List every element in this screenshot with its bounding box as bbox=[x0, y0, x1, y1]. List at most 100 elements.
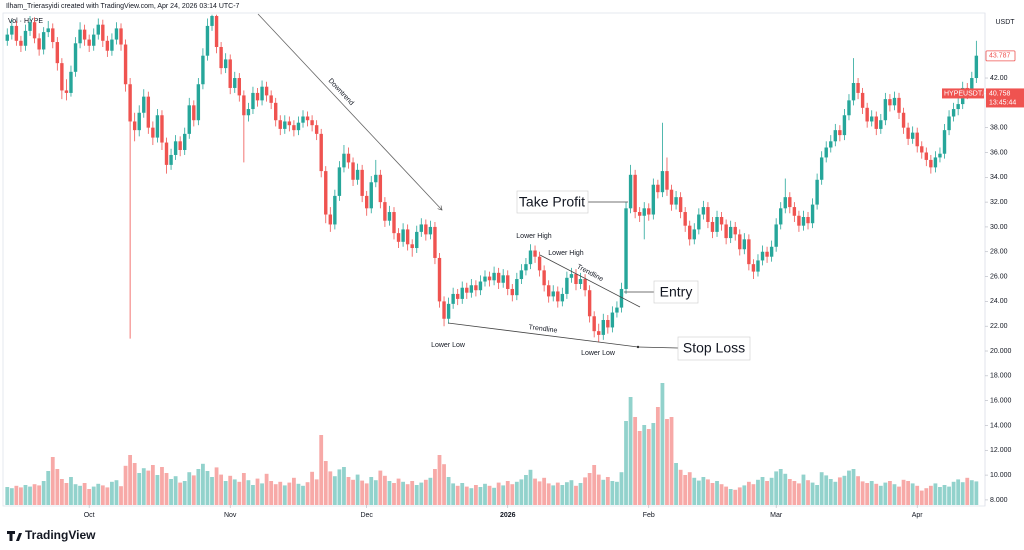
candle-body bbox=[73, 43, 78, 72]
volume-bar bbox=[105, 487, 110, 505]
volume-bar bbox=[414, 485, 419, 505]
volume-bar bbox=[619, 472, 624, 505]
annotation: Entry bbox=[660, 284, 693, 300]
y-tick-label: 12.000 bbox=[990, 447, 1012, 454]
volume-bar bbox=[191, 475, 196, 505]
volume-bar bbox=[305, 482, 310, 505]
volume-bar bbox=[119, 486, 123, 505]
candle-body bbox=[324, 171, 328, 215]
candle-body bbox=[337, 167, 342, 196]
candle-body bbox=[442, 301, 446, 319]
volume-bar bbox=[542, 477, 547, 505]
candle-body bbox=[660, 171, 665, 193]
volume-bar bbox=[196, 469, 201, 505]
candle-body bbox=[483, 276, 487, 282]
candle-body bbox=[51, 28, 55, 43]
candle-body bbox=[374, 174, 378, 183]
candle-body bbox=[123, 44, 128, 85]
candle-body bbox=[128, 84, 132, 122]
volume-bar bbox=[396, 478, 401, 505]
candle-body bbox=[69, 71, 73, 93]
volume-bar bbox=[769, 477, 774, 505]
annotation: Lower Low bbox=[431, 342, 466, 349]
candle-body bbox=[173, 141, 178, 155]
volume-bar bbox=[728, 489, 733, 505]
y-tick-label: 34.00 bbox=[990, 174, 1008, 181]
candle-body bbox=[865, 107, 869, 122]
candle-body bbox=[756, 260, 760, 272]
x-tick-label: Apr bbox=[912, 512, 924, 519]
candle-body bbox=[597, 331, 601, 335]
candle-body bbox=[451, 293, 455, 304]
volume-bar bbox=[610, 481, 615, 505]
brand: TradingView bbox=[25, 528, 96, 542]
volume-bar bbox=[778, 469, 783, 505]
candle-body bbox=[264, 86, 269, 96]
symbol-label: HYPEUSDT.P bbox=[944, 90, 988, 97]
candle-body bbox=[269, 95, 273, 103]
candle-body bbox=[956, 104, 960, 110]
volume-bar bbox=[674, 463, 678, 505]
volume-bar bbox=[960, 482, 965, 505]
volume-bar bbox=[460, 483, 465, 505]
candle-body bbox=[819, 157, 824, 180]
callout-dot bbox=[636, 345, 640, 349]
volume-bar bbox=[355, 474, 360, 505]
volume-bar bbox=[669, 417, 674, 505]
volume-bar bbox=[410, 481, 415, 505]
candle-body bbox=[574, 274, 578, 285]
volume-bar bbox=[310, 471, 315, 505]
volume-bar bbox=[878, 485, 883, 505]
candle-body bbox=[779, 208, 783, 225]
candle-body bbox=[897, 97, 901, 113]
candle-body bbox=[929, 159, 933, 168]
candle-body bbox=[637, 212, 642, 216]
last-price: 40.758 bbox=[989, 90, 1011, 97]
volume-bar bbox=[219, 474, 224, 505]
volume-bar bbox=[9, 488, 14, 505]
candle-body bbox=[260, 86, 264, 101]
volume-bar bbox=[651, 423, 656, 505]
candle-body bbox=[537, 256, 542, 271]
candle-body bbox=[169, 154, 173, 165]
candle-body bbox=[32, 22, 37, 39]
volume-bar bbox=[483, 483, 487, 505]
candle-body bbox=[551, 291, 555, 297]
x-tick-label: Dec bbox=[360, 512, 373, 519]
volume-bar bbox=[473, 485, 478, 505]
volume-bar bbox=[560, 485, 565, 505]
callout-line bbox=[637, 346, 679, 349]
candle-body bbox=[783, 197, 787, 209]
candle-body bbox=[378, 174, 383, 203]
candle-body bbox=[142, 96, 146, 113]
candle-body bbox=[223, 59, 228, 69]
candle-body bbox=[533, 250, 537, 257]
volume-bar bbox=[928, 485, 933, 505]
candle-body bbox=[492, 272, 496, 281]
candle-body bbox=[906, 127, 910, 139]
price-marker: 43.787 bbox=[989, 53, 1011, 60]
volume-bar bbox=[405, 484, 410, 505]
symbol-box bbox=[942, 88, 984, 99]
candle-body bbox=[419, 224, 423, 232]
candle-body bbox=[251, 92, 255, 110]
candle-body bbox=[23, 30, 28, 46]
candle-body bbox=[688, 225, 692, 240]
volume-bar bbox=[205, 471, 210, 505]
volume-bar bbox=[442, 464, 446, 505]
volume-bar bbox=[510, 484, 515, 505]
candle-body bbox=[278, 120, 282, 129]
volume-bar bbox=[706, 479, 710, 505]
last-price-box bbox=[986, 88, 1024, 108]
candle-body bbox=[105, 40, 110, 51]
candle-body bbox=[41, 32, 46, 50]
currency: USDT bbox=[995, 19, 1015, 26]
volume-bar bbox=[78, 485, 82, 505]
volume-bar bbox=[496, 482, 501, 505]
candle-body bbox=[410, 244, 414, 249]
volume-bar bbox=[624, 421, 628, 505]
volume-bar bbox=[874, 483, 879, 505]
volume-bar bbox=[678, 469, 683, 505]
volume-bar bbox=[546, 483, 551, 505]
candle-body bbox=[851, 82, 856, 101]
